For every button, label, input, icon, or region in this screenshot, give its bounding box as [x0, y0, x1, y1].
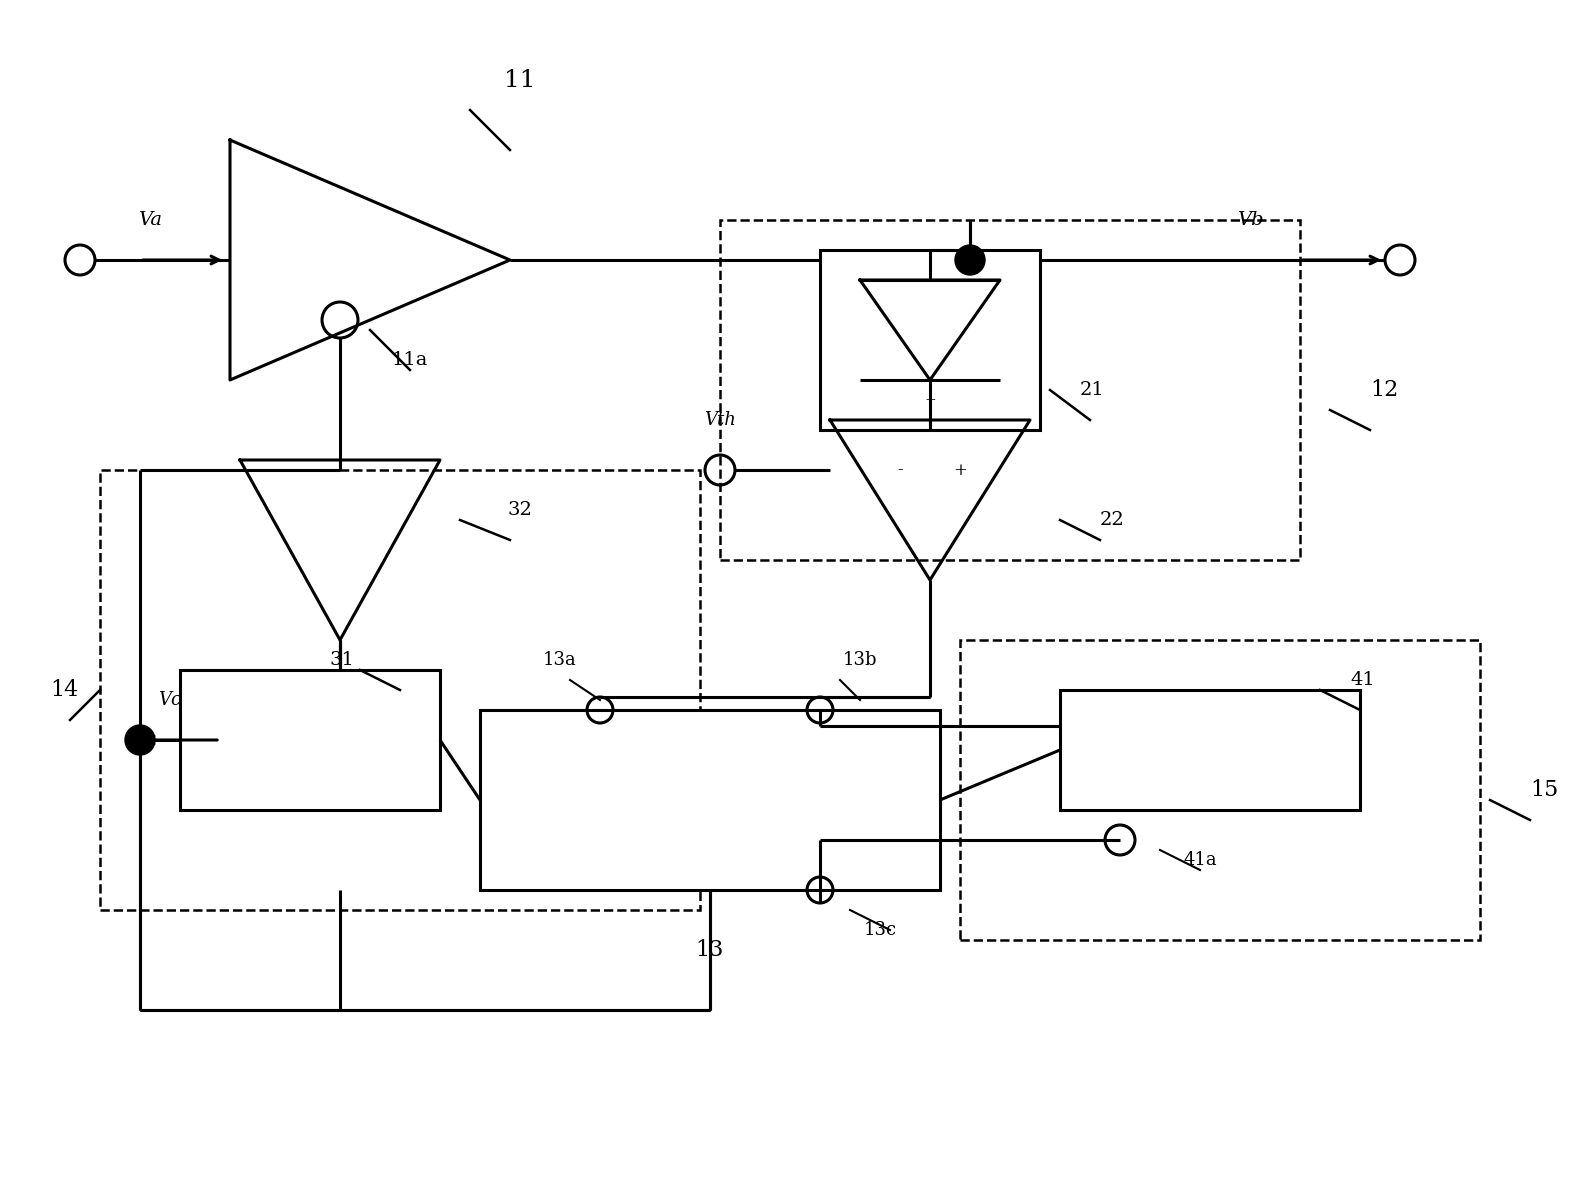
Text: 12: 12	[1369, 378, 1398, 401]
Text: Vb: Vb	[1236, 211, 1263, 228]
Text: 22: 22	[1100, 511, 1126, 530]
Bar	[820, 250, 1040, 430]
Text: Vth: Vth	[704, 411, 736, 430]
Text: 13a: 13a	[543, 651, 576, 669]
Text: 13: 13	[697, 939, 723, 962]
Text: 41a: 41a	[1183, 851, 1217, 869]
Text: 32: 32	[508, 501, 532, 519]
Bar	[480, 710, 940, 890]
Text: 11a: 11a	[393, 351, 427, 369]
Bar	[720, 220, 1300, 560]
Bar	[180, 670, 440, 810]
Text: 15: 15	[1531, 779, 1558, 801]
Text: 13b: 13b	[842, 651, 877, 669]
Bar	[959, 640, 1480, 940]
Bar	[100, 470, 700, 910]
Text: Vc: Vc	[158, 691, 182, 709]
Text: Va: Va	[138, 211, 161, 228]
Text: 14: 14	[51, 679, 78, 701]
Text: -: -	[898, 462, 902, 478]
Text: 31: 31	[329, 651, 355, 669]
Circle shape	[125, 725, 155, 754]
Text: 21: 21	[1080, 381, 1105, 399]
Bar	[1061, 690, 1360, 810]
Text: 13c: 13c	[863, 921, 896, 939]
Circle shape	[955, 245, 985, 275]
Text: 11: 11	[505, 69, 535, 92]
Text: 41: 41	[1350, 671, 1374, 689]
Text: +: +	[953, 462, 967, 478]
Text: +: +	[924, 393, 936, 407]
